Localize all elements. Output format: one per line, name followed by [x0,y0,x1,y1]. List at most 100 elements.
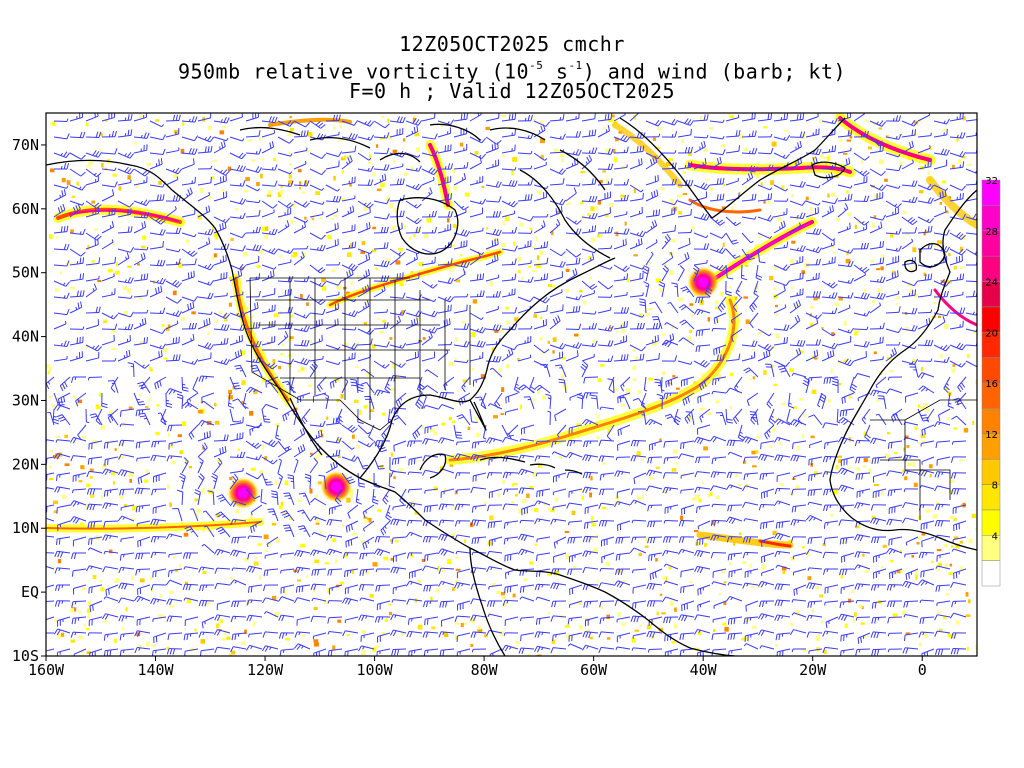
vorticity-speckle [918,190,924,194]
wind-barb [949,184,967,191]
vorticity-speckle [111,328,116,334]
vorticity-speckle [349,183,352,187]
vorticity-speckle [780,483,784,486]
vorticity-speckle [761,564,766,570]
wind-barb [933,229,950,236]
vorticity-speckle [462,379,468,383]
wind-barb [389,163,404,170]
wind-barb [869,214,886,221]
vorticity-speckle [100,132,103,137]
vorticity-speckle [336,320,341,323]
vorticity-speckle [449,463,454,467]
wind-barb [181,295,199,302]
vorticity-speckle [670,238,675,243]
vorticity-speckle [375,267,378,271]
wind-barb [533,273,549,282]
vorticity-speckle [241,400,244,405]
vorticity-speckle [334,559,339,564]
atlantic-cyclone-core [698,277,709,288]
wind-barb [469,207,484,218]
vorticity-speckle [705,178,709,181]
wind-barb [165,176,179,186]
vorticity-speckle [334,307,338,311]
wind-barb [197,176,212,186]
vorticity-speckle [553,573,558,577]
wind-barb [485,196,502,203]
vorticity-speckle [155,431,160,436]
wind-barb [741,248,756,261]
vorticity-speckle [121,626,125,631]
wind-barb [53,320,67,330]
vorticity-speckle [668,566,672,570]
vorticity-speckle [317,481,322,485]
wind-barb [789,200,807,206]
wind-barb [309,280,327,288]
vorticity-speckle [155,119,160,122]
vorticity-speckle [273,313,279,318]
wind-barb [277,207,292,218]
vorticity-speckle [169,502,172,507]
vorticity-speckle [358,410,362,415]
vorticity-speckle [961,381,965,385]
wind-barb [85,306,101,314]
wind-barb [581,113,596,122]
vorticity-speckle [228,302,232,307]
vorticity-speckle [376,188,382,192]
vorticity-speckle [528,265,532,268]
vorticity-speckle [547,573,552,576]
vorticity-speckle [827,399,832,403]
wind-barb [101,181,118,188]
wind-barb [53,189,67,202]
vorticity-speckle [454,622,459,625]
vorticity-speckle [613,388,619,392]
wind-barb [773,184,788,192]
vorticity-speckle [384,618,389,622]
vorticity-speckle [111,347,117,351]
vorticity-speckle [966,647,969,651]
wind-barb [773,264,791,271]
vorticity-speckle [483,501,487,504]
vorticity-speckle [600,606,604,609]
vorticity-speckle [161,323,165,327]
vorticity-speckle [139,340,143,344]
wind-barb [197,113,212,122]
wind-barb [901,159,914,170]
vorticity-speckle [361,240,366,246]
wind-barb [805,272,820,282]
wind-barb [197,263,215,271]
wind-barb [149,148,166,156]
vorticity-speckle [401,310,405,315]
vorticity-speckle [911,554,915,558]
vorticity-speckle [820,620,824,624]
wind-barb [773,134,790,141]
vorticity-speckle [962,116,966,121]
vorticity-speckle [66,180,71,185]
wind-barb [309,232,326,240]
vorticity-speckle [962,155,966,159]
vorticity-speckle [591,515,594,521]
vorticity-speckle [51,566,55,570]
vorticity-speckle [517,256,521,262]
vorticity-speckle [695,494,700,500]
vorticity-speckle [284,404,289,407]
vorticity-speckle [390,539,393,542]
wind-barb [757,232,773,239]
wind-barb [53,225,69,234]
vorticity-speckle [744,264,749,268]
wind-barb [679,319,695,330]
wind-barb [501,200,518,208]
wind-barb [837,222,851,234]
vorticity-speckle [805,552,810,556]
vorticity-speckle [501,155,505,158]
vorticity-speckle [944,563,948,569]
wind-barb [213,136,229,142]
vorticity-speckle [123,310,128,316]
vorticity-speckle [616,329,619,333]
vorticity-speckle [103,620,108,623]
vorticity-speckle [819,154,824,158]
wind-barb [853,271,866,282]
vorticity-speckle [966,354,970,358]
wind-barb [197,205,211,218]
wind-barb [341,176,356,186]
vorticity-speckle [576,423,581,427]
